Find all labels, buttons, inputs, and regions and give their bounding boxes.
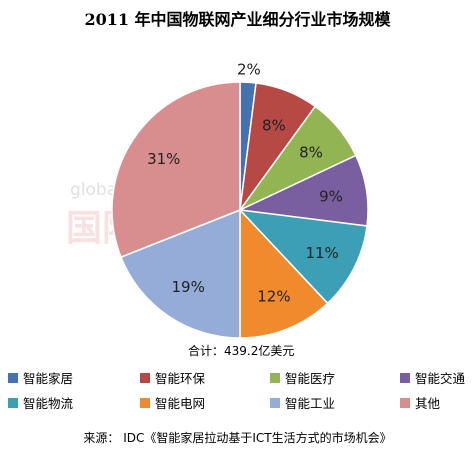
pie-slice xyxy=(111,81,241,259)
slice-label: 11% xyxy=(305,244,338,262)
slice-label: 19% xyxy=(172,278,205,296)
total-label: 合计：439.2亿美元 xyxy=(188,344,295,358)
slice-label: 12% xyxy=(257,288,290,306)
chart-title: 2011 年中国物联网产业细分行业市场规模 xyxy=(84,10,391,29)
slice-label: 9% xyxy=(319,188,343,206)
pie-slice xyxy=(238,208,368,305)
pie-labels: 2% 8% 8% 9% 11% 12% 19% 31% xyxy=(147,60,343,305)
pie-slice xyxy=(120,208,241,339)
pie-slice xyxy=(239,208,329,339)
slice-label: 2% xyxy=(237,60,261,78)
slice-label: 8% xyxy=(262,116,286,134)
slice-label: 8% xyxy=(299,143,323,161)
pie-slices xyxy=(111,81,369,339)
source-note: 来源： IDC《智能家居拉动基于ICT生活方式的市场机会》 xyxy=(83,431,392,445)
slice-label: 31% xyxy=(147,150,180,168)
